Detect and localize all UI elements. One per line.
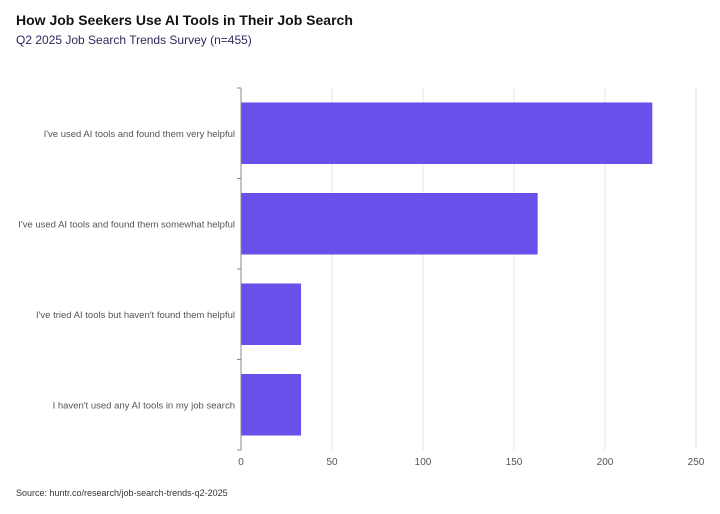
- category-label: I haven't used any AI tools in my job se…: [53, 400, 235, 411]
- category-label: I've tried AI tools but haven't found th…: [36, 310, 235, 321]
- bar: [241, 102, 653, 165]
- chart-subtitle: Q2 2025 Job Search Trends Survey (n=455): [16, 33, 252, 47]
- x-tick-label: 200: [597, 457, 614, 468]
- axes: [237, 87, 242, 451]
- bar: [241, 373, 302, 436]
- labels: 0 50 100 150 200 250 I've used AI tools and fo…: [18, 129, 705, 468]
- x-tick-label: 250: [688, 457, 705, 468]
- x-tick-label: 0: [238, 457, 244, 468]
- x-tick-label: 100: [415, 457, 432, 468]
- x-tick-label: 50: [326, 457, 338, 468]
- bar: [241, 283, 302, 346]
- source-note: Source: huntr.co/research/job-search-tre…: [16, 488, 228, 498]
- x-tick-label: 150: [506, 457, 523, 468]
- bar: [241, 192, 538, 255]
- category-label: I've used AI tools and found them somewh…: [18, 219, 235, 230]
- category-label: I've used AI tools and found them very h…: [44, 129, 235, 140]
- bars: [241, 102, 653, 436]
- chart-title: How Job Seekers Use AI Tools in Their Jo…: [16, 12, 353, 28]
